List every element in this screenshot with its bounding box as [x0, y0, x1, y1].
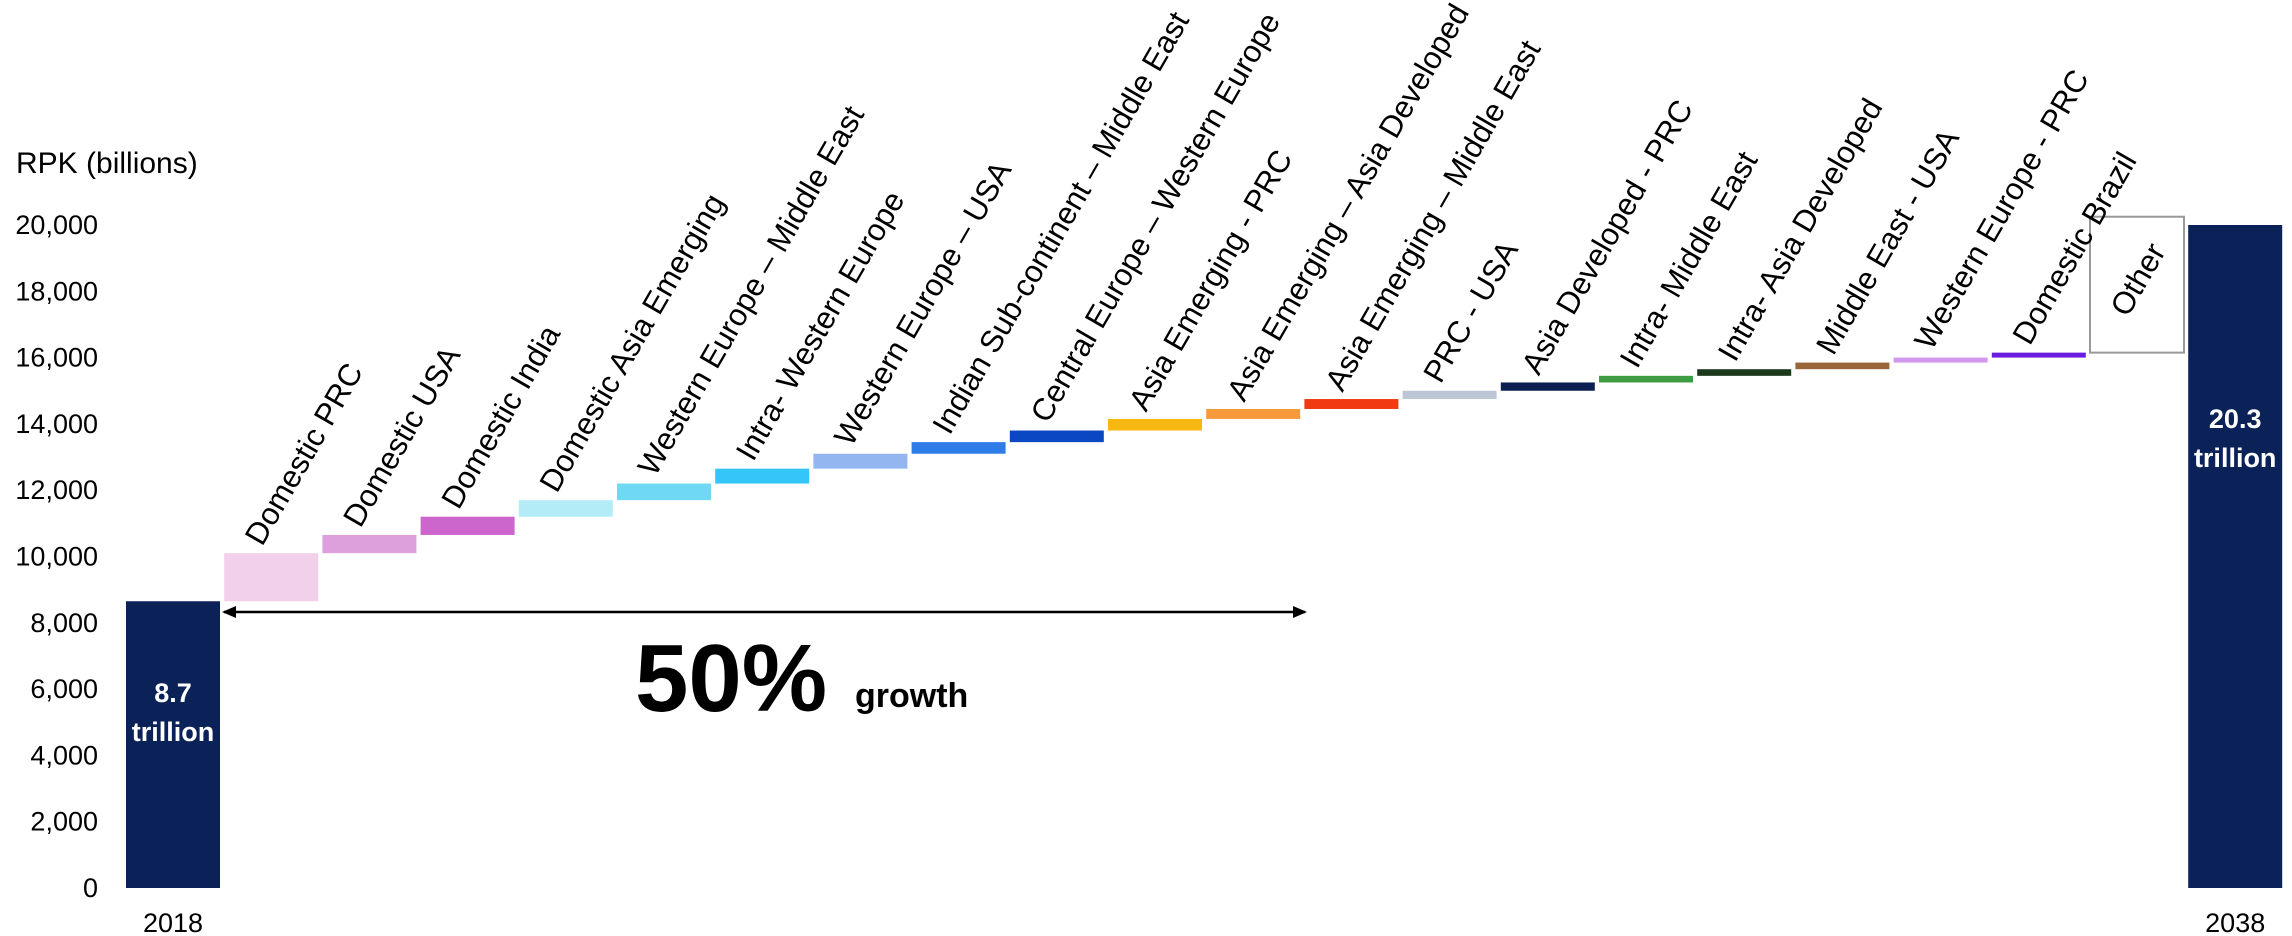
- growth-annotation: 50% growth: [222, 606, 1307, 732]
- y-axis-title: RPK (billions): [16, 147, 198, 180]
- category-label: Western Europe - PRC: [1907, 64, 2096, 356]
- step-bar: [1893, 357, 1988, 363]
- category-label: PRC - USA: [1416, 235, 1525, 389]
- bar-2038-value: 20.3: [2209, 404, 2262, 434]
- category-label: Intra- Asia Developed: [1711, 93, 1890, 367]
- step-bar: [1991, 352, 2086, 358]
- step-bar: [322, 534, 417, 554]
- bars: 8.7 trillion 2018 20.3 trillion 2038: [126, 215, 2283, 936]
- y-axis-ticks: 0 2,000 4,000 6,000 8,000 10,000 12,000 14,000 1…: [15, 210, 98, 903]
- y-tick-label: 0: [83, 873, 98, 903]
- step-bar: [1108, 418, 1202, 431]
- step-bar: [1795, 362, 1890, 370]
- bar-2038: [2188, 225, 2283, 888]
- step-bar: [911, 442, 1006, 454]
- step-bar: [1599, 375, 1693, 383]
- y-tick-label: 12,000: [15, 475, 98, 505]
- step-bar: [420, 516, 515, 535]
- step-bar: [1500, 382, 1595, 391]
- step-bar: [715, 468, 810, 484]
- step-bar: [813, 453, 908, 469]
- step-bar: [224, 553, 319, 602]
- step-bar: [1009, 430, 1104, 443]
- x-label-2038: 2038: [2205, 908, 2265, 936]
- y-tick-label: 4,000: [30, 740, 98, 770]
- bar-2038-unit: trillion: [2194, 443, 2277, 473]
- category-label: Western Europe – USA: [827, 155, 1018, 451]
- y-tick-label: 2,000: [30, 807, 98, 837]
- growth-percent: 50%: [635, 625, 827, 732]
- y-tick-label: 8,000: [30, 608, 98, 638]
- y-tick-label: 10,000: [15, 542, 98, 572]
- category-label: Intra- Western Europe: [729, 185, 912, 466]
- step-bar: [617, 483, 711, 501]
- y-tick-label: 6,000: [30, 674, 98, 704]
- bar-2018-value: 8.7: [154, 678, 192, 708]
- growth-label: growth: [855, 677, 968, 715]
- step-bar: [1697, 369, 1792, 376]
- y-tick-label: 14,000: [15, 409, 98, 439]
- step-bar: [2089, 215, 2185, 354]
- x-label-2018: 2018: [143, 908, 203, 936]
- y-tick-label: 16,000: [15, 343, 98, 373]
- category-label: Asia Developed - PRC: [1515, 94, 1700, 380]
- category-label: Asia Emerging - PRC: [1122, 144, 1300, 417]
- step-bar: [1206, 408, 1301, 419]
- step-bar: [1304, 399, 1399, 409]
- step-bar: [1402, 390, 1497, 400]
- y-tick-label: 18,000: [15, 276, 98, 306]
- bar-2018: [126, 601, 220, 888]
- bar-2018-unit: trillion: [132, 717, 215, 747]
- step-bar: [518, 500, 613, 517]
- y-tick-label: 20,000: [15, 210, 98, 240]
